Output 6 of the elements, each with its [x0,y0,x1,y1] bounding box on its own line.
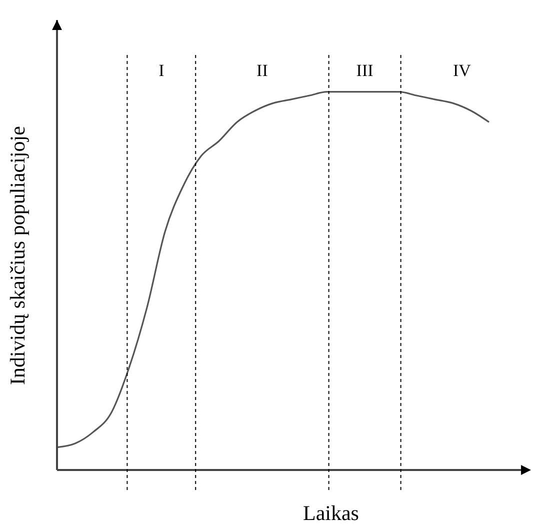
text: IV [453,61,472,80]
text: III [356,61,374,80]
text: I [158,61,165,80]
text: II [256,61,268,80]
y-axis-title: Individų skaičius populiacijoje [5,126,30,385]
x-axis-title: Laikas [303,501,359,525]
